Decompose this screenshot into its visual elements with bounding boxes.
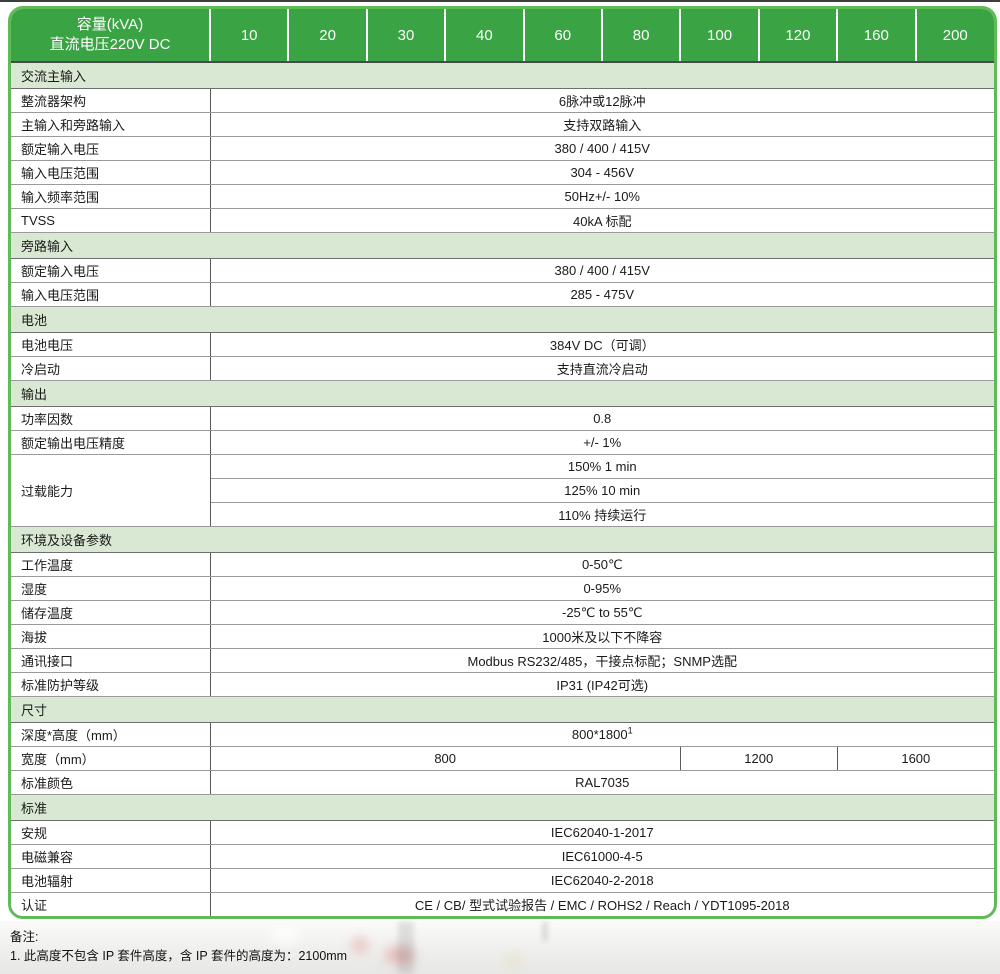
- footnotes-heading: 备注:: [10, 930, 39, 944]
- section-header-standards: 标准: [11, 794, 994, 821]
- spec-value-width-800: 800: [210, 746, 681, 771]
- spec-label: 输入频率范围: [11, 184, 211, 209]
- spec-label: 电池辐射: [11, 868, 211, 893]
- spec-value: 0-95%: [210, 576, 994, 601]
- spec-label: 冷启动: [11, 356, 211, 381]
- spec-value: 1000米及以下不降容: [210, 624, 994, 649]
- spec-value: 50Hz+/- 10%: [210, 184, 994, 209]
- spec-value: 384V DC（可调）: [210, 332, 994, 357]
- capacity-title-line1: 容量(kVA): [76, 15, 144, 33]
- kva-column-160: 160: [836, 9, 916, 63]
- spec-label: 输入电压范围: [11, 282, 211, 307]
- capacity-header: 容量(kVA) 直流电压220V DC 10 20 30 40 60 80 10…: [11, 9, 994, 63]
- kva-column-60: 60: [522, 9, 602, 63]
- spec-label-overload: 过载能力: [11, 454, 211, 527]
- spec-label: 主输入和旁路输入: [11, 112, 211, 137]
- spec-label: 通讯接口: [11, 648, 211, 673]
- spec-value-overload-3: 110% 持续运行: [210, 502, 994, 527]
- photo-red-light: [385, 947, 415, 963]
- spec-value-width-1200: 1200: [680, 746, 838, 771]
- spec-value: 304 - 456V: [210, 160, 994, 185]
- section-header-bypass-input: 旁路输入: [11, 232, 994, 259]
- spec-label: 电池电压: [11, 332, 211, 357]
- spec-value-depth-height: 800*18001: [210, 722, 994, 747]
- depth-height-value: 800*1800: [571, 727, 628, 742]
- spec-value: 380 / 400 / 415V: [210, 258, 994, 283]
- spec-value: 支持双路输入: [210, 112, 994, 137]
- spec-label: 深度*高度（mm）: [11, 722, 211, 747]
- spec-value: IEC61000-4-5: [210, 844, 994, 869]
- spec-value: IP31 (IP42可选): [210, 672, 994, 697]
- spec-value: 380 / 400 / 415V: [210, 136, 994, 161]
- spec-value-overload-1: 150% 1 min: [210, 454, 994, 479]
- spec-label: 标准颜色: [11, 770, 211, 795]
- spec-label: 额定输入电压: [11, 136, 211, 161]
- spec-value: 0.8: [210, 406, 994, 431]
- top-divider-rule: [0, 0, 1000, 2]
- spec-label: 安规: [11, 820, 211, 845]
- photo-red-light: [352, 939, 368, 951]
- section-header-output: 输出: [11, 380, 994, 407]
- photo-dark-band: [543, 921, 547, 941]
- spec-label: 额定输出电压精度: [11, 430, 211, 455]
- section-header-dimensions: 尺寸: [11, 696, 994, 723]
- kva-column-80: 80: [600, 9, 681, 63]
- spec-value: +/- 1%: [210, 430, 994, 455]
- spec-value-overload-2: 125% 10 min: [210, 478, 994, 503]
- section-header-battery: 电池: [11, 306, 994, 333]
- spec-label: 标准防护等级: [11, 672, 211, 697]
- spec-value: CE / CB/ 型式试验报告 / EMC / ROHS2 / Reach / …: [210, 892, 994, 916]
- footnote-marker: 1: [627, 725, 633, 736]
- spec-label: 宽度（mm）: [11, 746, 211, 771]
- spec-label: 整流器架构: [11, 88, 211, 113]
- spec-value: -25℃ to 55℃: [210, 600, 994, 625]
- spec-table: 容量(kVA) 直流电压220V DC 10 20 30 40 60 80 10…: [11, 9, 994, 916]
- spec-label: TVSS: [11, 208, 211, 233]
- photo-highlight: [272, 927, 298, 943]
- spec-value: 40kA 标配: [210, 208, 994, 233]
- spec-value: RAL7035: [210, 770, 994, 795]
- spec-value: 6脉冲或12脉冲: [210, 88, 994, 113]
- spec-table-container: 容量(kVA) 直流电压220V DC 10 20 30 40 60 80 10…: [8, 6, 997, 919]
- spec-label: 输入电压范围: [11, 160, 211, 185]
- section-header-ac-input: 交流主输入: [11, 61, 994, 89]
- kva-column-200: 200: [914, 9, 994, 63]
- spec-value: 285 - 475V: [210, 282, 994, 307]
- spec-label: 额定输入电压: [11, 258, 211, 283]
- spec-label: 海拔: [11, 624, 211, 649]
- spec-value: IEC62040-1-2017: [210, 820, 994, 845]
- kva-column-100: 100: [679, 9, 759, 63]
- spec-label: 储存温度: [11, 600, 211, 625]
- footnote-line-1: 1. 此高度不包含 IP 套件高度，含 IP 套件的高度为：2100mm: [10, 948, 348, 963]
- spec-value: IEC62040-2-2018: [210, 868, 994, 893]
- spec-value: 0-50℃: [210, 552, 994, 577]
- kva-column-20: 20: [287, 9, 367, 63]
- capacity-title-cell: 容量(kVA) 直流电压220V DC: [11, 9, 210, 63]
- capacity-title-line2: 直流电压220V DC: [49, 36, 171, 53]
- spec-value: 支持直流冷启动: [210, 356, 994, 381]
- kva-column-40: 40: [444, 9, 524, 63]
- photo-yellow-light: [505, 955, 523, 965]
- spec-value-width-1600: 1600: [837, 746, 994, 771]
- kva-column-10: 10: [208, 9, 289, 63]
- spec-label: 电磁兼容: [11, 844, 211, 869]
- spec-label: 认证: [11, 892, 211, 916]
- spec-value: Modbus RS232/485，干接点标配；SNMP选配: [210, 648, 994, 673]
- spec-label: 湿度: [11, 576, 211, 601]
- section-header-environment: 环境及设备参数: [11, 526, 994, 553]
- background-photo-strip: [0, 921, 1000, 974]
- kva-column-120: 120: [757, 9, 838, 63]
- spec-label: 工作温度: [11, 552, 211, 577]
- spec-label: 功率因数: [11, 406, 211, 431]
- kva-column-30: 30: [365, 9, 446, 63]
- footnotes: 备注: 1. 此高度不包含 IP 套件高度，含 IP 套件的高度为：2100mm: [10, 928, 347, 966]
- photo-dark-band: [398, 921, 414, 974]
